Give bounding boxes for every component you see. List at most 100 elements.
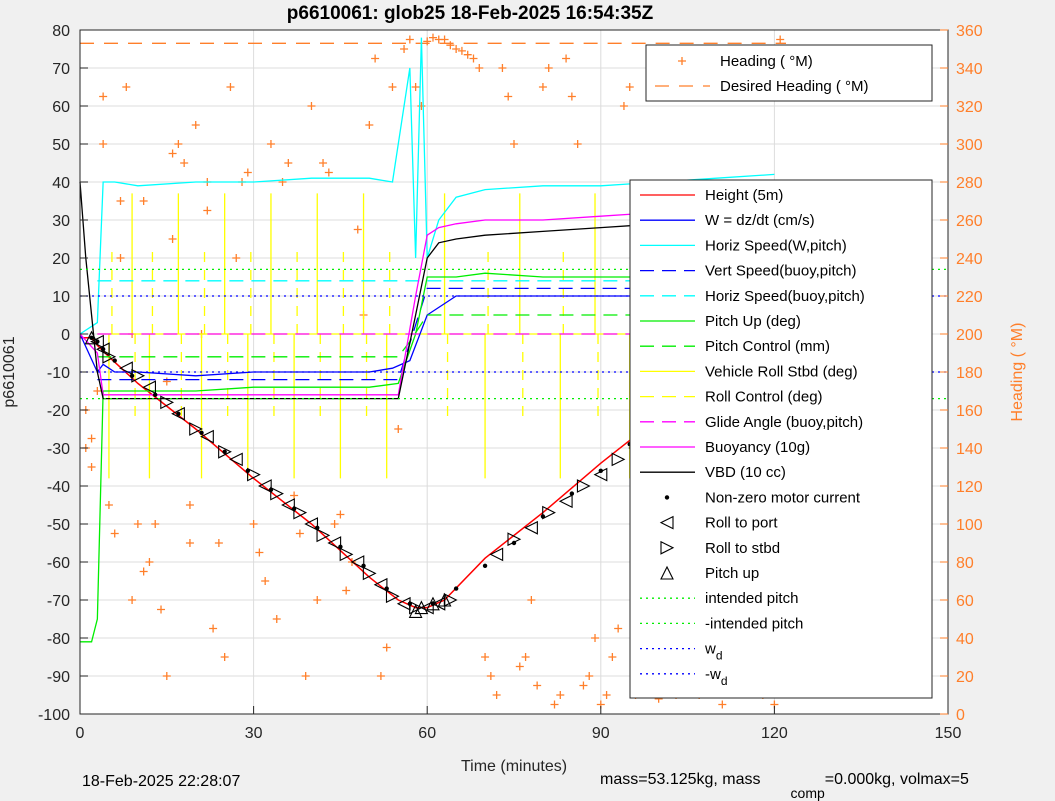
heading-point: [376, 672, 385, 680]
legend-label: Buoyancy (10g): [705, 439, 810, 456]
heading-point: [116, 197, 125, 205]
heading-point: [104, 501, 113, 509]
legend-label: Horiz Speed(W,pitch): [705, 237, 847, 254]
legend-label: Roll to stbd: [705, 540, 780, 557]
roll-to-stbd-marker: [102, 349, 117, 364]
heading-point: [162, 672, 171, 680]
heading-point: [133, 520, 142, 528]
series-legend-box: [629, 179, 933, 699]
heading-point: [388, 83, 397, 91]
roll-to-port-marker: [558, 494, 573, 509]
y2-tick-label: 80: [956, 555, 974, 572]
heading-point: [191, 121, 200, 129]
heading-point: [567, 92, 576, 101]
heading-point: [371, 54, 380, 63]
legend-label: VBD (10 cc): [705, 464, 786, 481]
heading-point: [446, 41, 455, 50]
y-tick-label: -20: [47, 403, 70, 420]
footer-volmax-text: =0.000kg, volmax=5: [824, 771, 969, 788]
heading-point: [602, 691, 611, 699]
heading-point: [272, 615, 281, 623]
y-axis-label: p6610061: [1, 336, 18, 407]
pitch-up-marker: [437, 592, 452, 607]
heading-point: [452, 45, 461, 53]
roll-to-port-marker: [229, 452, 243, 467]
heading-point: [342, 586, 351, 595]
y-tick-label: 40: [52, 175, 70, 192]
x-tick-label: 150: [935, 725, 962, 742]
series-pitch-up-deg: [80, 272, 775, 643]
roll-to-port-marker: [90, 334, 104, 349]
heading-point: [87, 463, 96, 471]
roll-to-stbd-marker: [443, 593, 458, 607]
roll-to-port-marker: [257, 479, 272, 493]
heading-point: [157, 605, 166, 614]
heading-point: [249, 520, 258, 528]
y2-tick-label: 200: [956, 327, 983, 344]
roll-to-port-marker: [419, 600, 434, 615]
y2-tick-label: 180: [956, 365, 983, 382]
heading-legend-label: Desired Heading ( °M): [720, 78, 869, 95]
heading-point: [110, 529, 119, 538]
heading-point: [400, 45, 409, 53]
heading-point: [353, 225, 362, 234]
roll-to-port-marker: [373, 577, 388, 592]
pitch-up-marker: [84, 330, 99, 345]
heading-point: [266, 140, 275, 148]
legend-swatch-roll-port: [659, 515, 674, 530]
heading-point: [209, 624, 218, 633]
y2-tick-label: 40: [956, 631, 974, 648]
heading-point: [440, 35, 449, 44]
y-tick-label: -30: [47, 441, 70, 458]
heading-point: [162, 377, 171, 386]
heading-point: [180, 159, 189, 167]
y-tick-label: -70: [47, 593, 70, 610]
heading-point: [475, 64, 484, 72]
heading-point: [504, 92, 513, 101]
heading-point: [405, 35, 414, 44]
roll-to-port-marker: [350, 555, 365, 569]
legend-label: W = dz/dt (cm/s): [705, 212, 815, 229]
legend-label: Height (5m): [705, 187, 783, 204]
legend-swatch-roll-stbd: [660, 540, 675, 555]
heading-point: [220, 653, 229, 661]
heading-point: [562, 54, 571, 63]
y2-tick-label: 280: [956, 175, 983, 192]
footer-mass-text: mass=53.125kg, mass: [600, 771, 761, 788]
x-tick-label: 0: [76, 725, 85, 742]
legend-layer: Heading ( °M) Desired Heading ( °M) Height…: [629, 44, 933, 699]
legend-label: Pitch Control (mm): [705, 338, 830, 355]
y2-tick-label: 60: [956, 593, 974, 610]
legend-label: Vehicle Roll Stbd (deg): [705, 363, 858, 380]
y-tick-label: 10: [52, 289, 70, 306]
y2-tick-label: 100: [956, 517, 983, 534]
roll-to-port-marker: [489, 547, 504, 562]
roll-to-port-marker: [171, 406, 185, 421]
motor-current-dot: [222, 449, 227, 454]
y2-tick-label: 320: [956, 99, 983, 116]
heading-point: [214, 539, 223, 547]
heading-point: [243, 168, 252, 177]
motor-current-dot: [153, 392, 158, 397]
y-tick-label: 20: [52, 251, 70, 268]
heading-point: [469, 54, 478, 63]
legend-swatch-pitch-up: [660, 565, 674, 580]
heading-point: [168, 149, 177, 158]
y-tick-label: 70: [52, 61, 70, 78]
roll-to-stbd-marker: [339, 547, 354, 562]
heading-point: [579, 681, 588, 690]
heading-point: [185, 501, 194, 509]
y-tick-label: -10: [47, 365, 70, 382]
motor-current-dot: [453, 586, 459, 591]
heading-point: [324, 168, 333, 177]
footer-mass-info: mass=53.125kg, mass comp=0.000kg, volmax=…: [600, 771, 969, 801]
roll-to-stbd-marker: [270, 486, 284, 501]
motor-current-dot: [569, 491, 575, 496]
roll-to-port-marker: [524, 520, 538, 535]
heading-point: [486, 672, 495, 680]
heading-point: [573, 140, 582, 148]
legend-label: Roll to port: [705, 515, 778, 532]
heading-point: [87, 434, 96, 443]
roll-to-stbd-marker: [507, 532, 522, 547]
footer-timestamp: 18-Feb-2025 22:28:07: [82, 773, 241, 790]
